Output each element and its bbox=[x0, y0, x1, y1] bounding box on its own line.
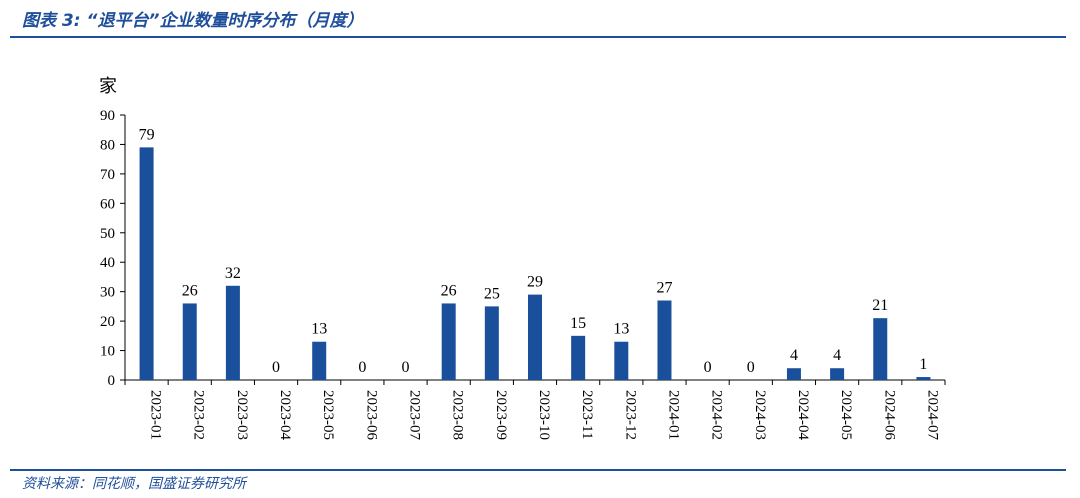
x-tick-label-2023-06: 2023-06 bbox=[363, 390, 379, 440]
bar-2023-01 bbox=[139, 147, 154, 380]
figure-title-text: “退平台”企业数量时序分布（月度） bbox=[86, 11, 364, 31]
data-label-2023-01: 79 bbox=[139, 126, 155, 143]
bar-2023-11 bbox=[571, 335, 586, 380]
y-axis: 0 10 20 30 40 50 60 70 80 90 bbox=[100, 108, 126, 389]
y-tick-label: 50 bbox=[100, 226, 115, 242]
x-tick-label-2024-02: 2024-02 bbox=[709, 390, 725, 440]
figure-title: 图表 3: “退平台”企业数量时序分布（月度） bbox=[22, 6, 363, 31]
data-label-2023-05: 13 bbox=[311, 321, 327, 338]
data-labels: 79 26 32 0 13 0 0 26 25 29 15 13 27 0 0 4 4 21 1 bbox=[139, 126, 928, 376]
bar-series bbox=[139, 147, 931, 380]
data-label-2023-10: 29 bbox=[527, 274, 543, 291]
bar-2024-04 bbox=[786, 368, 801, 380]
y-tick-label: 40 bbox=[100, 255, 115, 271]
bar-2023-08 bbox=[441, 303, 456, 380]
data-label-2024-01: 27 bbox=[656, 280, 672, 297]
x-tick-label-2024-06: 2024-06 bbox=[881, 390, 897, 440]
data-label-2023-04: 0 bbox=[272, 359, 280, 376]
x-tick-label-2024-03: 2024-03 bbox=[752, 390, 768, 440]
x-tick-label-2023-02: 2023-02 bbox=[191, 390, 207, 440]
data-label-2023-08: 26 bbox=[441, 282, 457, 299]
x-tick-label-2023-09: 2023-09 bbox=[493, 390, 509, 440]
x-tick-label-2023-11: 2023-11 bbox=[579, 390, 595, 439]
data-label-2023-07: 0 bbox=[402, 359, 410, 376]
bar-2024-05 bbox=[830, 368, 845, 380]
x-tick-label-2024-01: 2024-01 bbox=[665, 390, 681, 440]
x-tick-label-2023-01: 2023-01 bbox=[148, 390, 164, 440]
footer-rule bbox=[10, 469, 1066, 471]
data-label-2024-06: 21 bbox=[872, 297, 888, 314]
x-tick-label-2023-05: 2023-05 bbox=[320, 390, 336, 440]
y-tick-label: 10 bbox=[100, 344, 115, 360]
data-label-2024-02: 0 bbox=[704, 359, 712, 376]
x-axis bbox=[124, 379, 946, 385]
y-tick-label: 70 bbox=[100, 167, 115, 183]
y-tick-label: 20 bbox=[100, 314, 115, 330]
x-tick-label-2024-05: 2024-05 bbox=[838, 390, 854, 440]
data-label-2024-05: 4 bbox=[833, 347, 841, 364]
x-tick-label-2023-03: 2023-03 bbox=[234, 390, 250, 440]
bar-2023-10 bbox=[528, 294, 542, 380]
data-label-2023-02: 26 bbox=[182, 282, 198, 299]
x-tick-label-2023-08: 2023-08 bbox=[450, 390, 466, 440]
bar-2024-07 bbox=[916, 377, 931, 380]
y-tick-label: 0 bbox=[108, 373, 116, 389]
x-tick-labels: 2023-01 2023-02 2023-03 2023-04 2023-05 2023-… bbox=[148, 390, 941, 440]
x-tick-label-2024-04: 2024-04 bbox=[795, 390, 811, 440]
header-rule bbox=[10, 36, 1066, 38]
data-label-2023-03: 32 bbox=[225, 265, 241, 282]
y-tick-label: 30 bbox=[100, 285, 115, 301]
y-tick-label: 60 bbox=[100, 196, 115, 212]
y-tick-label: 90 bbox=[100, 108, 115, 124]
bar-2023-05 bbox=[312, 341, 327, 380]
bar-2023-03 bbox=[225, 285, 240, 380]
x-tick-label-2023-04: 2023-04 bbox=[277, 390, 293, 440]
bar-2023-09 bbox=[484, 306, 499, 380]
x-tick-label-2023-07: 2023-07 bbox=[407, 390, 423, 440]
y-axis-unit-label: 家 bbox=[99, 76, 117, 96]
data-label-2024-03: 0 bbox=[747, 359, 755, 376]
data-label-2023-12: 13 bbox=[613, 321, 629, 338]
bar-2023-02 bbox=[182, 303, 197, 380]
x-tick-label-2023-12: 2023-12 bbox=[622, 390, 638, 440]
x-tick-label-2023-10: 2023-10 bbox=[536, 390, 552, 440]
figure-number: 图表 3: bbox=[22, 11, 81, 31]
bar-2023-12 bbox=[614, 341, 629, 380]
data-label-2023-09: 25 bbox=[484, 285, 500, 302]
bar-2024-01 bbox=[657, 300, 672, 380]
x-tick-label-2024-07: 2024-07 bbox=[924, 390, 940, 440]
data-label-2024-07: 1 bbox=[919, 356, 927, 373]
y-tick-label: 80 bbox=[100, 137, 115, 153]
bar-2024-06 bbox=[873, 318, 888, 380]
data-label-2024-04: 4 bbox=[790, 347, 798, 364]
data-label-2023-06: 0 bbox=[358, 359, 366, 376]
data-label-2023-11: 15 bbox=[570, 315, 586, 332]
source-note: 资料来源：同花顺，国盛证券研究所 bbox=[22, 476, 246, 492]
